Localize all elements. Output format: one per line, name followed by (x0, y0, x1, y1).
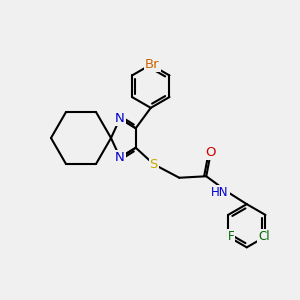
Text: F: F (228, 230, 234, 243)
Text: Cl: Cl (258, 230, 270, 243)
Text: S: S (150, 158, 158, 171)
Text: N: N (115, 151, 125, 164)
Text: O: O (206, 146, 216, 159)
Text: HN: HN (211, 186, 229, 199)
Text: N: N (115, 112, 125, 125)
Text: Br: Br (145, 58, 160, 71)
